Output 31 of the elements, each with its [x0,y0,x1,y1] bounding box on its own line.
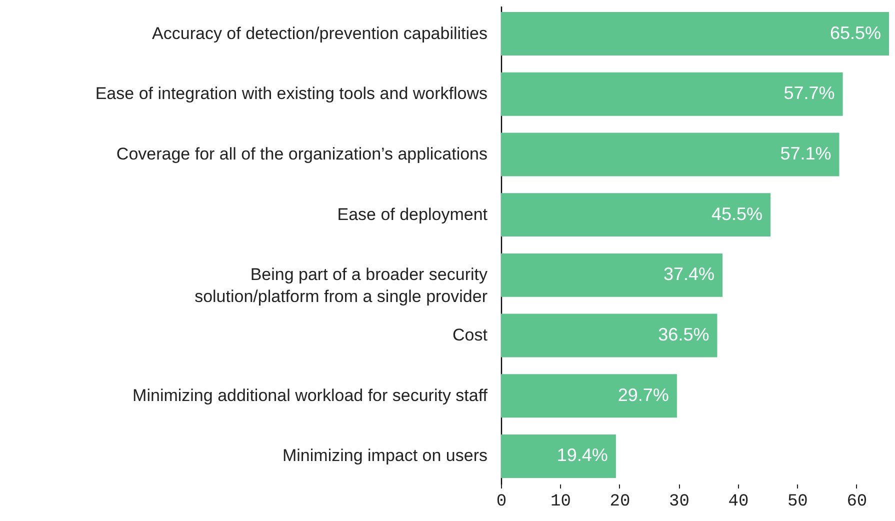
y-tick-label: Minimizing additional workload for security staff [132,386,488,405]
y-tick-label: Cost [452,326,488,345]
data-label: 45.5% [711,204,763,224]
x-tick-label: 0 [496,492,507,512]
data-label: 29.7% [618,384,669,405]
bar [501,434,616,478]
bar [501,314,718,358]
bar [501,193,771,237]
x-tick-label: 50 [787,492,808,512]
y-tick-label: Ease of integration with existing tools and workflows [95,84,488,104]
y-tick-label: Accuracy of detection/prevention capabilities [152,24,488,43]
y-tick-label: Ease of deployment [337,204,488,224]
y-tick-label: Minimizing impact on users [282,446,488,466]
bar [501,253,723,297]
bar [501,72,843,116]
bar [501,12,889,56]
data-label: 65.5% [830,22,881,43]
x-tick-label: 30 [669,492,690,512]
data-label: 19.4% [556,445,608,466]
data-label: 37.4% [664,264,715,284]
x-tick-label: 40 [728,492,749,512]
data-label: 36.5% [658,324,710,345]
x-tick-label: 60 [846,492,868,512]
y-tick-label: Coverage for all of the organization’s applications [116,144,488,164]
bar [501,132,840,176]
y-tick-label: Being part of a broader security solution/platform from a single provider [194,265,488,306]
data-label: 57.1% [780,143,832,164]
data-label: 57.7% [784,83,835,104]
bar [501,374,677,418]
x-tick-label: 10 [550,492,571,512]
x-tick-label: 20 [610,492,630,512]
